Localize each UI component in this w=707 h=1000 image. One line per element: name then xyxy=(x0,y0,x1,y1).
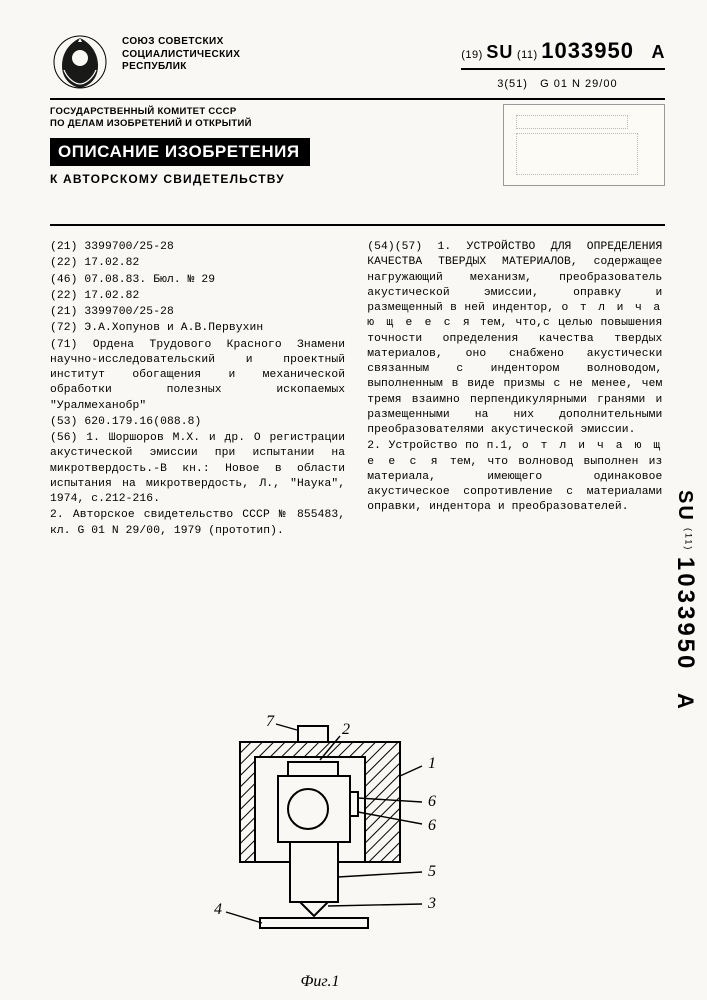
svg-text:6: 6 xyxy=(428,793,436,810)
code-11: (11) xyxy=(517,49,538,61)
svg-text:6: 6 xyxy=(428,817,436,834)
claim-2-intro: 2. Устройство по п.1, xyxy=(367,440,522,452)
claim-1-body: тем, что,с целью повышения точности опре… xyxy=(367,317,662,436)
field-21b: (21) 3399700/25-28 xyxy=(50,305,345,320)
doc-number: 1033950 xyxy=(541,38,634,63)
stamp-line xyxy=(516,133,638,175)
field-46: (46) 07.08.83. Бюл. № 29 xyxy=(50,273,345,288)
publication-number-line: (19) SU (11) 1033950 A xyxy=(461,38,665,64)
figure-1: 1 6 6 5 3 7 2 4 Фиг.1 xyxy=(190,712,450,972)
ipc-line: 3(51) G 01 N 29/00 xyxy=(497,78,665,90)
svg-text:5: 5 xyxy=(428,863,436,880)
field-56-ref1: (56) 1. Шоршоров М.Х. и др. О регистраци… xyxy=(50,431,345,507)
margin-publication-number: SU (11) 1033950 A xyxy=(671,490,699,711)
field-71: (71) Ордена Трудового Красного Знамени н… xyxy=(50,338,345,414)
committee-name: ГОСУДАРСТВЕННЫЙ КОМИТЕТ СССР ПО ДЕЛАМ ИЗ… xyxy=(50,106,285,131)
patent-page: СОЮЗ СОВЕТСКИХ СОЦИАЛИСТИЧЕСКИХ РЕСПУБЛИ… xyxy=(0,0,707,1000)
committee-line: ПО ДЕЛАМ ИЗОБРЕТЕНИЙ И ОТКРЫТИЙ xyxy=(50,118,285,130)
divider xyxy=(50,98,665,100)
document-title: ОПИСАНИЕ ИЗОБРЕТЕНИЯ xyxy=(50,138,310,166)
left-column: (21) 3399700/25-28 (22) 17.02.82 (46) 07… xyxy=(50,240,345,540)
library-stamp xyxy=(503,104,665,186)
stamp-line xyxy=(516,115,628,129)
divider xyxy=(50,224,665,226)
field-56-ref2: 2. Авторское свидетельство СССР № 855483… xyxy=(50,508,345,539)
svg-text:4: 4 xyxy=(214,901,222,918)
union-line: СОЦИАЛИСТИЧЕСКИХ xyxy=(122,49,240,62)
svg-text:1: 1 xyxy=(428,755,436,772)
margin-su: SU xyxy=(674,490,696,522)
claim-1: (54)(57) 1. УСТРОЙСТВО ДЛЯ ОПРЕДЕЛЕНИЯ К… xyxy=(367,240,662,438)
committee-line: ГОСУДАРСТВЕННЫЙ КОМИТЕТ СССР xyxy=(50,106,285,118)
kind-code: A xyxy=(652,42,666,62)
header-row: СОЮЗ СОВЕТСКИХ СОЦИАЛИСТИЧЕСКИХ РЕСПУБЛИ… xyxy=(50,32,665,92)
field-21: (21) 3399700/25-28 xyxy=(50,240,345,255)
margin-kind: A xyxy=(672,693,698,711)
ipc-code: G 01 N 29/00 xyxy=(540,78,617,90)
field-22b: (22) 17.02.82 xyxy=(50,289,345,304)
divider xyxy=(461,68,665,70)
field-72: (72) Э.А.Хопунов и А.В.Первухин xyxy=(50,321,345,336)
union-line: РЕСПУБЛИК xyxy=(122,61,240,74)
ipc-prefix: 3(51) xyxy=(497,78,528,90)
country-code: SU xyxy=(486,42,513,62)
body-columns: (21) 3399700/25-28 (22) 17.02.82 (46) 07… xyxy=(50,240,665,540)
union-text: СОЮЗ СОВЕТСКИХ СОЦИАЛИСТИЧЕСКИХ РЕСПУБЛИ… xyxy=(122,36,240,74)
svg-text:7: 7 xyxy=(266,713,275,730)
right-column: (54)(57) 1. УСТРОЙСТВО ДЛЯ ОПРЕДЕЛЕНИЯ К… xyxy=(367,240,662,540)
union-line: СОЮЗ СОВЕТСКИХ xyxy=(122,36,240,49)
svg-text:3: 3 xyxy=(427,895,436,912)
svg-text:2: 2 xyxy=(342,721,350,738)
code-19: (19) xyxy=(461,49,483,61)
margin-sub: (11) xyxy=(684,528,694,551)
claim-2: 2. Устройство по п.1, о т л и ч а ю щ е … xyxy=(367,439,662,515)
figure-caption: Фиг.1 xyxy=(190,973,450,991)
field-22: (22) 17.02.82 xyxy=(50,256,345,271)
ussr-emblem-icon xyxy=(50,32,110,92)
publication-number-block: (19) SU (11) 1033950 A 3(51) G 01 N 29/0… xyxy=(461,32,665,90)
field-53: (53) 620.179.16(088.8) xyxy=(50,415,345,430)
margin-num: 1033950 xyxy=(672,557,699,671)
